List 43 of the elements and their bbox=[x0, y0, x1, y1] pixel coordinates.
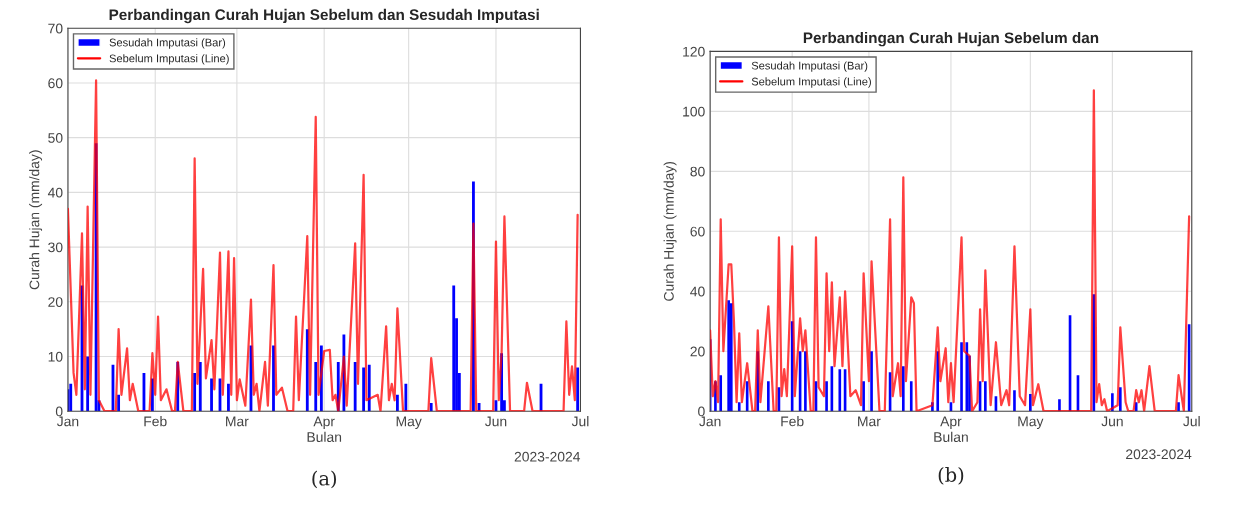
chart-title: Perbandingan Curah Hujan Sebelum dan Sesudah Imputasi bbox=[109, 8, 539, 24]
y-axis-title: Curah Hujan (mm/day) bbox=[663, 161, 677, 301]
y-axis-title: Curah Hujan (mm/day) bbox=[29, 150, 43, 290]
legend-label: Sebelum Imputasi (Line) bbox=[751, 77, 871, 88]
x-axis-title: Bulan bbox=[307, 431, 342, 442]
text: (b) bbox=[938, 466, 964, 485]
y-tick-label: 60 bbox=[690, 226, 705, 237]
y-tick-label: 80 bbox=[690, 166, 705, 177]
x-tick-label: Jul bbox=[1183, 416, 1200, 427]
x-tick-label: Jun bbox=[1101, 416, 1123, 427]
text: 2023-2024 bbox=[1126, 449, 1192, 460]
y-tick-label: 10 bbox=[48, 351, 63, 362]
x-tick-label: May bbox=[396, 416, 422, 430]
legend-label: Sesudah Imputasi (Bar) bbox=[109, 38, 226, 49]
x-tick-label: Mar bbox=[226, 416, 249, 427]
x-tick-label: Feb bbox=[781, 416, 804, 427]
x-tick-label: Jan bbox=[699, 416, 721, 427]
y-tick-label: 100 bbox=[683, 106, 705, 117]
y-tick-label: 70 bbox=[48, 23, 63, 34]
y-tick-label: 40 bbox=[47, 187, 63, 198]
y-tick-label: 40 bbox=[690, 286, 705, 297]
x-tick-label: May bbox=[1018, 416, 1044, 430]
y-tick-label: 0 bbox=[55, 406, 63, 417]
x-tick-label: Jul bbox=[571, 416, 589, 427]
text: (a) bbox=[312, 470, 337, 489]
chart-title: Perbandingan Curah Hujan Sebelum dan bbox=[803, 32, 1099, 47]
legend-label: Sesudah Imputasi (Bar) bbox=[751, 61, 868, 72]
x-tick-label: Apr bbox=[313, 416, 335, 430]
y-tick-label: 0 bbox=[698, 406, 705, 417]
x-tick-label: Mar bbox=[858, 416, 881, 427]
x-tick-label: Feb bbox=[144, 416, 167, 427]
y-tick-label: 120 bbox=[683, 46, 705, 57]
x-tick-label: Jun bbox=[484, 416, 507, 427]
x-tick-label: Apr bbox=[940, 416, 962, 430]
legend-label: Sebelum Imputasi (Line) bbox=[109, 54, 229, 65]
y-tick-label: 50 bbox=[48, 133, 63, 143]
text: 2023-2024 bbox=[514, 451, 581, 462]
x-axis-title: Bulan bbox=[934, 431, 968, 442]
x-tick-label: Jan bbox=[56, 416, 79, 427]
y-tick-label: 20 bbox=[48, 297, 63, 307]
y-tick-label: 30 bbox=[48, 242, 63, 253]
y-tick-label: 60 bbox=[48, 78, 63, 89]
y-tick-label: 20 bbox=[690, 346, 705, 357]
